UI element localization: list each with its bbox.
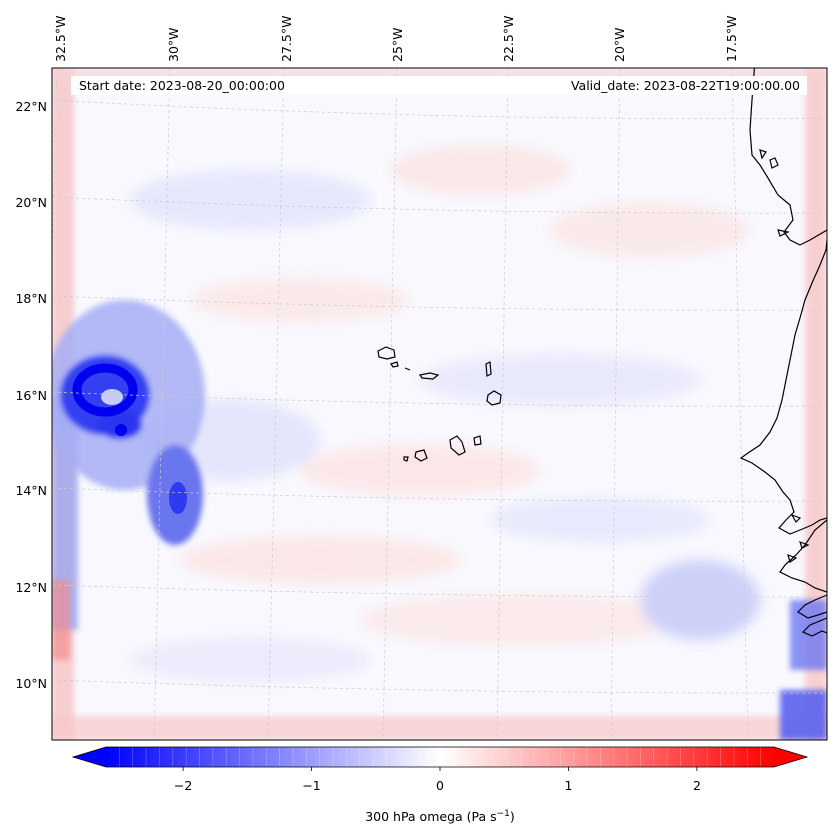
- latitude-label: 10°N: [15, 676, 47, 691]
- longitude-label: 32.5°W: [53, 16, 68, 62]
- valid-date-label: Valid_date: 2023-08-22T19:00:00.00: [571, 78, 800, 93]
- latitude-label: 12°N: [15, 580, 47, 595]
- graticule: [52, 68, 827, 740]
- longitude-label: 17.5°W: [724, 16, 739, 62]
- latitude-label: 14°N: [15, 483, 47, 498]
- map-panel: Start date: 2023-08-20_00:00:00 Valid_da…: [51, 67, 828, 741]
- latitude-labels: 22°N 20°N 18°N 16°N 14°N 12°N 10°N: [15, 99, 47, 691]
- longitude-label: 22.5°W: [501, 16, 516, 62]
- colorbar-tick-label: 1: [564, 778, 572, 793]
- colorbar-tick-label: 0: [436, 778, 444, 793]
- colorbar: −2 −1 0 1 2 300 hPa omega (Pa s−1): [71, 746, 809, 824]
- colorbar-tick-label: 2: [693, 778, 701, 793]
- latitude-label: 22°N: [15, 99, 47, 114]
- latitude-label: 16°N: [15, 388, 47, 403]
- latitude-label: 20°N: [15, 195, 47, 210]
- west-africa-coastline: [739, 239, 827, 535]
- colorbar-extend-high: [774, 747, 807, 767]
- longitude-label: 25°W: [390, 27, 405, 62]
- colorbar-tick-label: −2: [174, 778, 192, 793]
- start-date-label: Start date: 2023-08-20_00:00:00: [79, 78, 285, 93]
- colorbar-tick-label: −1: [302, 778, 320, 793]
- cyclone-core: [72, 363, 187, 514]
- longitude-label: 27.5°W: [279, 16, 294, 62]
- longitude-label: 30°W: [166, 27, 181, 62]
- longitude-label: 20°W: [612, 27, 627, 62]
- colorbar-outline: [71, 746, 809, 768]
- colorbar-ticks: −2 −1 0 1 2: [174, 767, 701, 793]
- colorbar-label: 300 hPa omega (Pa s−1): [365, 809, 515, 824]
- colorbar-gradient: [106, 747, 774, 767]
- map-frame: [51, 67, 828, 741]
- date-banner: [71, 76, 807, 95]
- colorbar-extend-low: [73, 747, 106, 767]
- longitude-labels: 32.5°W 30°W 27.5°W 25°W 22.5°W 20°W 17.5°W: [53, 16, 739, 62]
- cape-verde-islands: [377, 346, 502, 462]
- latitude-label: 18°N: [15, 291, 47, 306]
